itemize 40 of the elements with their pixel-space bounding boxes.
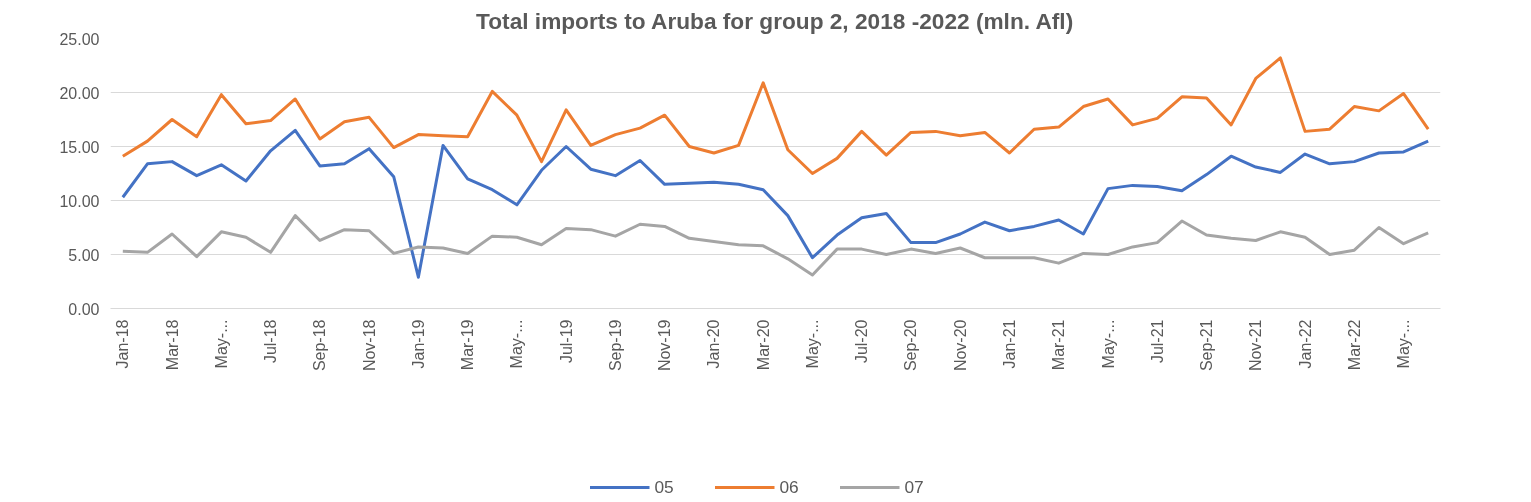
x-tick-label: Sep-20 [902,319,920,372]
line-series [121,56,1430,175]
y-tick-label: 20.00 [59,84,100,102]
x-tick-label: Mar-19 [459,319,477,371]
x-tick-label: Jan-21 [1000,319,1018,369]
x-tick-label: Jul-19 [557,319,575,364]
y-tick-label: 25.00 [59,30,100,48]
x-tick-label: Nov-21 [1247,319,1265,372]
x-tick-label: Jan-22 [1296,319,1314,369]
x-tick-label: Jul-18 [262,319,280,364]
x-tick-label: Nov-18 [360,319,378,372]
x-tick-label: Mar-21 [1050,319,1068,371]
y-tick-label: 15.00 [59,138,100,156]
y-tick-label: 0.00 [68,300,100,318]
x-tick-label: Mar-22 [1345,319,1363,371]
x-tick-label: May-... [1099,319,1117,369]
x-tick-label: Mar-20 [754,319,772,371]
legend-label: 06 [779,476,800,498]
x-tick-label: May-... [508,319,526,369]
x-tick-label: Jul-20 [853,319,871,364]
x-tick-label: May-... [803,319,821,369]
x-tick-label: Sep-19 [606,319,624,372]
x-tick-label: Sep-21 [1198,319,1216,372]
line-series [121,128,1430,279]
x-tick-label: May-... [212,319,230,369]
x-tick-label: Nov-19 [656,319,674,372]
x-tick-label: May-... [1395,319,1413,369]
x-tick-label: Sep-18 [311,319,329,372]
chart-title: Total imports to Aruba for group 2, 2018 -2022 (mln. Afl) [476,7,1074,34]
x-tick-label: Jan-19 [409,319,427,369]
x-tick-label: Nov-20 [951,319,969,372]
x-tick-label: Jul-21 [1148,319,1166,364]
y-tick-label: 10.00 [59,192,100,210]
x-tick-label: Jan-18 [114,319,132,369]
x-tick-label: Mar-18 [163,319,181,371]
legend-label: 05 [654,476,675,498]
y-tick-label: 5.00 [68,246,100,264]
line-series [121,214,1430,277]
legend-label: 07 [904,476,925,498]
x-tick-label: Jan-20 [705,319,723,369]
